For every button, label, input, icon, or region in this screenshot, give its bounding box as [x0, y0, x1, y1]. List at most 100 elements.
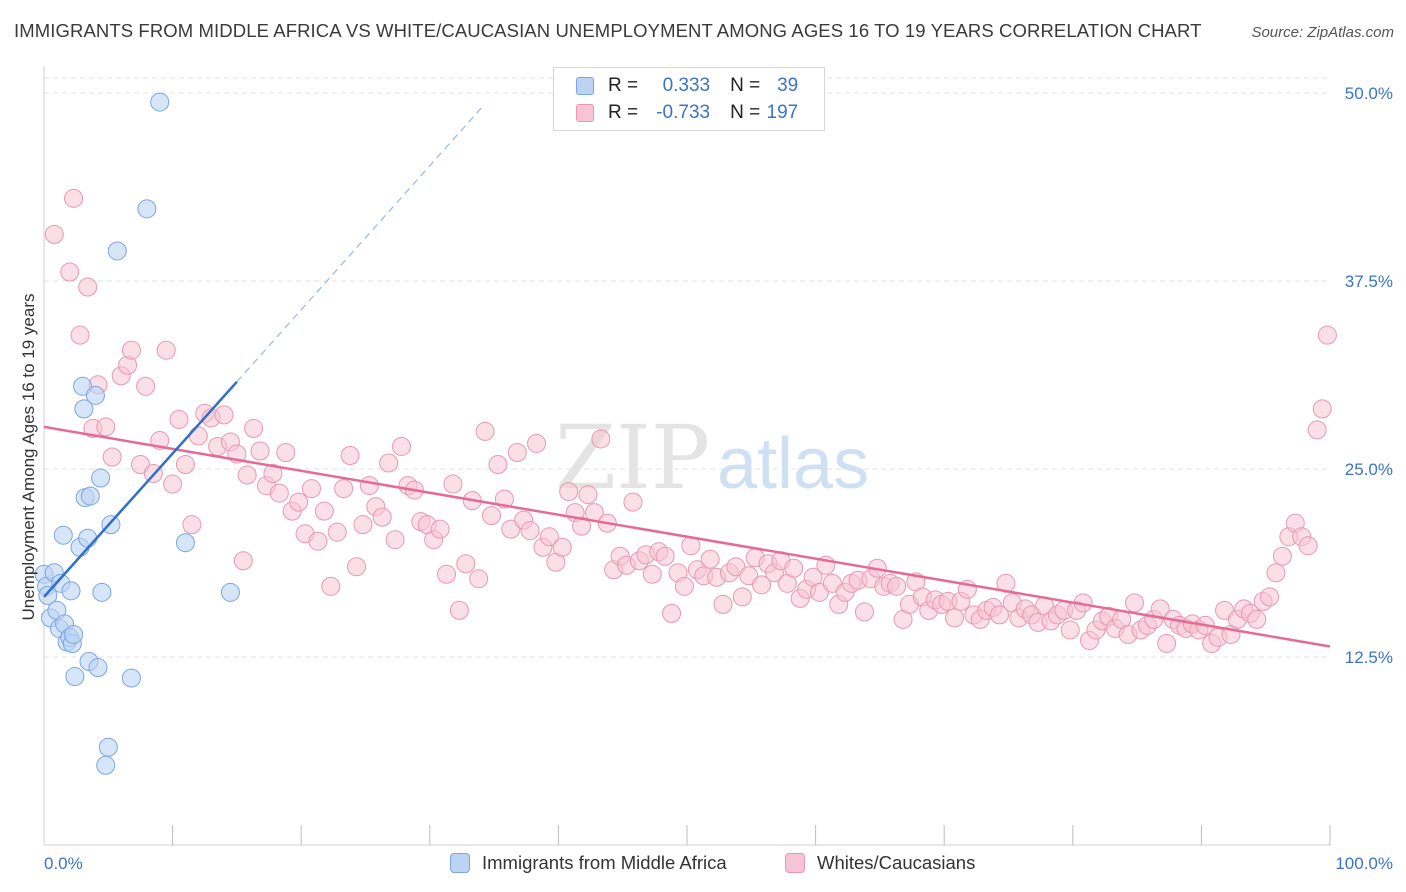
pink-point — [334, 479, 354, 499]
legend-r-label: R = — [608, 102, 639, 123]
watermark-atlas: atlas — [717, 424, 869, 504]
pink-point — [1215, 600, 1235, 620]
pink-point — [269, 483, 289, 503]
pink-trend-line — [43, 425, 1331, 648]
pink-point — [1317, 325, 1337, 345]
blue-point — [53, 525, 73, 545]
pink-point — [1125, 593, 1145, 613]
pink-point — [559, 482, 579, 502]
pink-point — [314, 501, 334, 521]
pink-point — [385, 530, 405, 550]
series-legend-pink: Whites/Caucasians — [785, 852, 975, 874]
pink-point — [64, 188, 84, 208]
pink-point — [475, 421, 495, 441]
blue-point — [88, 658, 108, 678]
pink-point — [1157, 633, 1177, 653]
pink-point — [539, 527, 559, 547]
blue-point — [96, 755, 116, 775]
legend-n-value-pink: 197 — [766, 102, 799, 123]
pink-point — [163, 474, 183, 494]
pink-point — [674, 576, 694, 596]
pink-point — [501, 519, 521, 539]
pink-point — [237, 465, 257, 485]
series-legend: Immigrants from Middle Africa Whites/Cau… — [0, 852, 1406, 878]
pink-point — [392, 436, 412, 456]
series-swatch-blue — [450, 853, 470, 873]
y-axis-label: Unemployment Among Ages 16 to 19 years — [19, 294, 38, 621]
pink-point — [327, 522, 347, 542]
pink-point — [527, 433, 547, 453]
pink-point — [156, 340, 176, 360]
legend-row-blue: R = 0.333 N = 39 — [576, 73, 798, 99]
pink-point — [662, 603, 682, 623]
pink-point — [1260, 587, 1280, 607]
legend-n-value-blue: 39 — [777, 75, 799, 96]
pink-point — [379, 453, 399, 473]
blue-point — [78, 528, 98, 548]
blue-point — [98, 737, 118, 757]
pink-point — [854, 602, 874, 622]
series-label-pink: Whites/Caucasians — [817, 852, 976, 873]
pink-point — [289, 492, 309, 512]
y-tick-label: 25.0% — [1345, 460, 1393, 479]
y-tick-label: 50.0% — [1345, 84, 1393, 103]
pink-point — [136, 376, 156, 396]
pink-point — [784, 558, 804, 578]
pink-point — [1247, 609, 1267, 629]
pink-point — [430, 519, 450, 539]
pink-point — [449, 600, 469, 620]
x-tick-label: 0.0% — [44, 854, 83, 873]
pink-point — [591, 429, 611, 449]
pink-series-points — [44, 188, 1337, 653]
pink-point — [321, 576, 341, 596]
y-tick-label: 37.5% — [1345, 272, 1393, 291]
pink-point — [469, 569, 489, 589]
pink-point — [233, 551, 253, 571]
blue-point — [85, 385, 105, 405]
pink-point — [1266, 563, 1286, 583]
pink-point — [822, 573, 842, 593]
pink-point — [175, 455, 195, 475]
pink-point — [121, 340, 141, 360]
blue-point — [150, 92, 170, 112]
blue-series-points — [34, 92, 240, 775]
blue-point — [65, 667, 85, 687]
pink-point — [60, 262, 80, 282]
pink-point — [340, 445, 360, 465]
pink-point — [308, 531, 328, 551]
legend-r-value-pink: -0.733 — [656, 102, 711, 123]
legend-r-value-blue: 0.333 — [662, 75, 711, 96]
pink-point — [655, 546, 675, 566]
legend-row-pink: R = -0.733 N = 197 — [576, 100, 798, 126]
pink-point — [78, 277, 98, 297]
blue-point — [220, 582, 240, 602]
x-tick-label: 100.0% — [1335, 854, 1393, 873]
pink-point — [1307, 420, 1327, 440]
pink-point — [552, 537, 572, 557]
blue-point — [121, 668, 141, 688]
blue-point — [175, 533, 195, 553]
blue-point — [107, 241, 127, 261]
blue-point — [73, 376, 93, 396]
pink-point — [244, 418, 264, 438]
series-label-blue: Immigrants from Middle Africa — [482, 852, 727, 873]
blue-trend-line — [43, 380, 238, 598]
watermark: ZIP atlas — [555, 406, 869, 509]
blue-point — [61, 581, 81, 601]
pink-point — [276, 442, 296, 462]
legend-r-label: R = — [608, 75, 639, 96]
pink-point — [182, 515, 202, 535]
blue-point — [64, 624, 84, 644]
blue-point — [91, 468, 111, 488]
pink-point — [443, 474, 463, 494]
pink-point — [520, 521, 540, 541]
blue-point — [80, 486, 100, 506]
pink-point — [623, 492, 643, 512]
pink-point — [372, 507, 392, 527]
pink-point — [250, 441, 270, 461]
pink-point — [70, 325, 90, 345]
pink-point — [130, 455, 150, 475]
pink-point — [359, 476, 379, 496]
series-swatch-pink — [785, 853, 805, 873]
